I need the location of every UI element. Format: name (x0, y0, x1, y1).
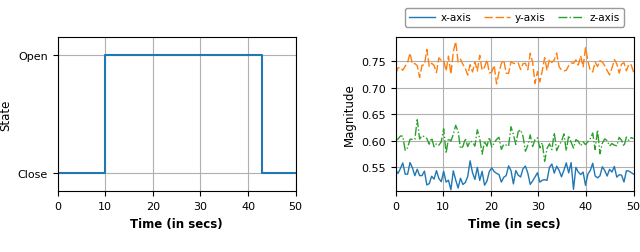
y-axis (630, 72, 637, 75)
z-axis (413, 119, 421, 122)
x-axis (623, 170, 630, 173)
y-axis (519, 63, 527, 66)
z-axis (541, 160, 548, 163)
y-axis (615, 72, 623, 75)
y-axis (493, 83, 500, 86)
x-axis (630, 173, 637, 176)
z-axis (623, 136, 630, 139)
x-axis (467, 160, 474, 163)
Line: z-axis: z-axis (396, 120, 634, 162)
X-axis label: Time (in secs): Time (in secs) (131, 217, 223, 230)
x-axis (392, 168, 399, 171)
z-axis (630, 138, 637, 141)
z-axis (440, 128, 447, 131)
z-axis (392, 139, 399, 142)
Y-axis label: Magnitude: Magnitude (342, 83, 356, 146)
z-axis (516, 129, 524, 132)
z-axis (449, 133, 457, 136)
Line: y-axis: y-axis (396, 42, 634, 85)
Y-axis label: State: State (0, 99, 12, 130)
Legend: x-axis, y-axis, z-axis: x-axis, y-axis, z-axis (405, 9, 624, 27)
x-axis (538, 179, 546, 182)
x-axis (615, 174, 623, 177)
y-axis (447, 73, 455, 76)
y-axis (623, 70, 630, 73)
Line: x-axis: x-axis (396, 161, 634, 190)
x-axis (437, 180, 445, 183)
z-axis (615, 136, 623, 139)
y-axis (452, 41, 460, 44)
y-axis (392, 73, 399, 76)
y-axis (538, 70, 546, 73)
z-axis (536, 147, 543, 150)
y-axis (437, 60, 445, 63)
x-axis (449, 170, 457, 173)
x-axis (447, 188, 455, 192)
X-axis label: Time (in secs): Time (in secs) (468, 217, 561, 230)
x-axis (519, 168, 527, 171)
